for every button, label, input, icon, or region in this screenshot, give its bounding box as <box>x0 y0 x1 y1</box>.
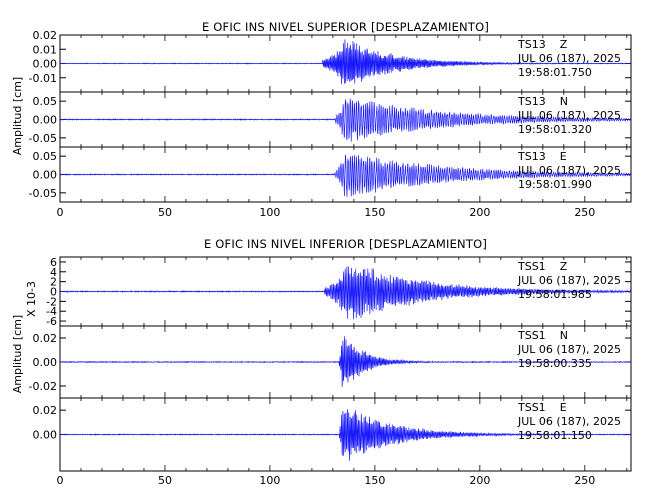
component-name: N <box>560 329 568 342</box>
trace-time: 19:58:00.335 <box>518 357 592 370</box>
y-tick-label: -0.02 <box>29 380 57 393</box>
y-tick-label: -0.05 <box>29 187 57 200</box>
trace-date: JUL 06 (187), 2025 <box>517 164 621 177</box>
station-name: TSS1 <box>517 260 546 273</box>
x-tick-label: 0 <box>57 206 64 219</box>
y-tick-label: 0.02 <box>33 332 58 345</box>
x-tick-label: 100 <box>259 474 280 487</box>
y-tick-label: -2 <box>46 295 57 308</box>
trace-date: JUL 06 (187), 2025 <box>517 52 621 65</box>
component-name: E <box>560 150 567 163</box>
y-tick-label: -0.01 <box>29 72 57 85</box>
y-scale-label: X 10-3 <box>25 281 38 317</box>
x-tick-label: 50 <box>158 474 172 487</box>
x-tick-label: 0 <box>57 474 64 487</box>
trace-date: JUL 06 (187), 2025 <box>517 415 621 428</box>
y-tick-label: 0.00 <box>33 429 58 442</box>
trace-station-label: TS13 E <box>517 150 567 163</box>
y-tick-label: 6 <box>50 256 57 269</box>
x-tick-label: 50 <box>158 206 172 219</box>
waveform-trace <box>59 154 632 197</box>
component-name: Z <box>560 260 568 273</box>
y-tick-label: -0.05 <box>29 132 57 145</box>
chart-title: E OFIC INS NIVEL INFERIOR [DESPLAZAMIENT… <box>204 237 487 251</box>
trace-time: 19:58:01.985 <box>518 288 592 301</box>
station-name: TSS1 <box>517 401 546 414</box>
trace-time: 19:58:01.990 <box>518 178 592 191</box>
trace-time: 19:58:01.750 <box>518 66 592 79</box>
y-tick-label: 0.05 <box>33 95 58 108</box>
trace-date: JUL 06 (187), 2025 <box>517 109 621 122</box>
component-name: N <box>560 95 568 108</box>
trace-date: JUL 06 (187), 2025 <box>517 274 621 287</box>
trace-station-label: TS13 Z <box>517 38 568 51</box>
y-tick-label: -6 <box>46 315 57 328</box>
chart-title: E OFIC INS NIVEL SUPERIOR [DESPLAZAMIENT… <box>202 20 489 34</box>
component-name: Z <box>560 38 568 51</box>
component-name: E <box>560 401 567 414</box>
y-tick-label: 0.00 <box>33 114 58 127</box>
x-tick-label: 250 <box>574 474 595 487</box>
waveform-trace <box>59 98 632 142</box>
waveform-trace <box>59 409 632 461</box>
y-tick-label: 0.02 <box>33 29 58 42</box>
trace-station-label: TS13 N <box>517 95 568 108</box>
trace-date: JUL 06 (187), 2025 <box>517 343 621 356</box>
y-tick-label: 4 <box>50 266 57 279</box>
y-tick-label: 0.05 <box>33 150 58 163</box>
trace-time: 19:58:01.320 <box>518 123 592 136</box>
x-tick-label: 150 <box>364 474 385 487</box>
y-tick-label: 0.00 <box>33 356 58 369</box>
waveform-trace <box>59 266 632 320</box>
y-tick-label: -4 <box>46 305 57 318</box>
trace-time: 19:58:01.150 <box>518 429 592 442</box>
y-tick-label: 0.01 <box>33 43 58 56</box>
waveform-trace <box>59 336 631 387</box>
station-name: TS13 <box>517 150 546 163</box>
trace-station-label: TSS1 E <box>517 401 567 414</box>
x-tick-label: 250 <box>574 206 595 219</box>
x-tick-label: 200 <box>469 206 490 219</box>
station-name: TS13 <box>517 95 546 108</box>
y-axis-label: Amplitud [cm] <box>11 77 24 155</box>
y-tick-label: 0.00 <box>33 169 58 182</box>
station-name: TS13 <box>517 38 546 51</box>
y-tick-label: 0.00 <box>33 58 58 71</box>
y-tick-label: 0.02 <box>33 404 58 417</box>
station-name: TSS1 <box>517 329 546 342</box>
trace-station-label: TSS1 N <box>517 329 568 342</box>
x-tick-label: 150 <box>364 206 385 219</box>
waveform-trace <box>59 39 632 85</box>
trace-station-label: TSS1 Z <box>517 260 568 273</box>
y-tick-label: 0 <box>50 286 57 299</box>
x-tick-label: 100 <box>259 206 280 219</box>
y-tick-label: 2 <box>50 276 57 289</box>
x-tick-label: 200 <box>469 474 490 487</box>
y-axis-label: Amplitud [cm] <box>11 315 24 393</box>
